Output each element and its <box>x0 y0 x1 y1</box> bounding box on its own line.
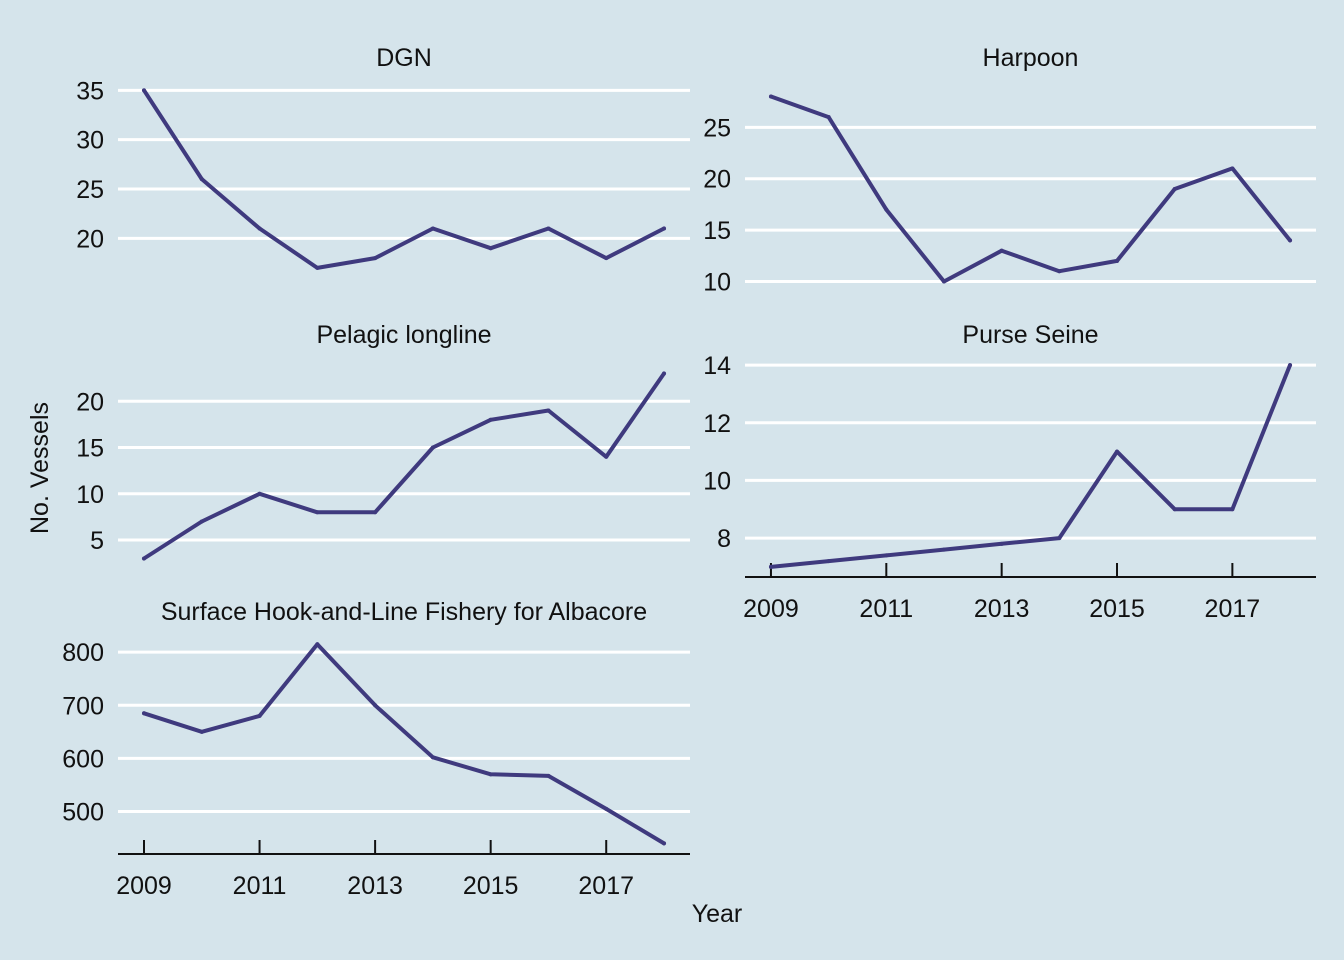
data-point <box>1115 449 1120 454</box>
data-point <box>373 256 378 261</box>
x-tick-label: 2011 <box>859 595 913 623</box>
y-tick-label: 10 <box>703 467 731 495</box>
data-point <box>257 713 262 718</box>
data-point <box>999 248 1004 253</box>
data-point <box>142 711 146 716</box>
y-tick-label: 20 <box>703 166 731 194</box>
y-tick-label: 20 <box>76 388 104 416</box>
data-point <box>199 519 204 524</box>
y-tick-label: 25 <box>703 114 731 142</box>
data-point <box>430 445 435 450</box>
y-tick-label: 15 <box>76 435 104 463</box>
panel-title: Surface Hook-and-Line Fishery for Albaco… <box>161 598 647 626</box>
data-point <box>999 541 1004 546</box>
panel-title: Pelagic longline <box>316 321 491 349</box>
data-point <box>546 773 551 778</box>
data-point <box>1288 238 1293 243</box>
y-axis-title: No. Vessels <box>26 402 54 534</box>
panel-5: 500 600 700 800 Surface Hook-and-Line Fisher… <box>62 598 690 900</box>
y-tick-label: 12 <box>703 410 731 438</box>
data-point <box>315 510 320 515</box>
data-point <box>315 642 320 647</box>
data-point <box>488 772 493 777</box>
data-point <box>826 115 831 120</box>
data-point <box>941 547 946 552</box>
series-line <box>142 88 666 270</box>
data-point <box>142 556 146 561</box>
data-point <box>546 408 551 413</box>
data-point <box>1230 166 1235 171</box>
panel-1: 20 25 30 35 DGN <box>76 44 690 270</box>
data-point <box>1057 269 1062 274</box>
y-tick-label: 8 <box>717 525 731 553</box>
y-tick-label: 10 <box>76 481 104 509</box>
x-tick-label: 2013 <box>347 872 403 900</box>
y-tick-label: 14 <box>703 352 731 380</box>
x-axis-title: Year <box>692 900 743 928</box>
data-point <box>488 417 493 422</box>
data-point <box>884 553 889 558</box>
data-point <box>604 256 609 261</box>
data-point <box>604 806 609 811</box>
data-point <box>884 207 889 212</box>
y-tick-label: 30 <box>76 127 104 155</box>
data-point <box>546 226 551 231</box>
data-point <box>826 559 831 564</box>
x-tick-label: 2013 <box>974 595 1030 623</box>
data-point <box>1115 258 1120 263</box>
panel-2: 10 15 20 25 Harpoon <box>703 44 1316 297</box>
series-line <box>769 94 1292 284</box>
x-tick-label: 2009 <box>116 872 172 900</box>
panel-3: 5 10 15 20 Pelagic longline <box>76 321 690 561</box>
panel-title: DGN <box>376 44 432 72</box>
data-point <box>199 729 204 734</box>
y-tick-label: 500 <box>62 799 104 827</box>
y-tick-label: 5 <box>90 527 104 555</box>
data-point <box>199 177 204 182</box>
y-tick-label: 800 <box>62 639 104 667</box>
y-tick-label: 35 <box>76 77 104 105</box>
y-tick-label: 600 <box>62 745 104 773</box>
x-tick-label: 2017 <box>578 872 634 900</box>
data-point <box>768 564 773 569</box>
y-tick-label: 20 <box>76 225 104 253</box>
data-point <box>662 841 666 846</box>
series-line <box>142 642 666 846</box>
y-tick-label: 15 <box>703 217 731 245</box>
x-tick-label: 2017 <box>1205 595 1261 623</box>
y-tick-label: 10 <box>703 269 731 297</box>
data-point <box>941 279 946 284</box>
data-point <box>430 755 435 760</box>
data-point <box>373 510 378 515</box>
panel-title: Purse Seine <box>962 321 1098 349</box>
data-point <box>430 226 435 231</box>
series-line <box>769 363 1292 569</box>
data-point <box>257 491 262 496</box>
data-point <box>604 454 609 459</box>
data-point <box>662 371 666 376</box>
x-tick-label: 2015 <box>1089 595 1145 623</box>
data-point <box>142 88 146 93</box>
data-point <box>1288 363 1293 368</box>
x-tick-label: 2011 <box>233 872 287 900</box>
x-tick-label: 2015 <box>463 872 519 900</box>
y-tick-label: 25 <box>76 176 104 204</box>
data-point <box>1057 536 1062 541</box>
panel-4: 8 10 12 14 Purse Seine 2009 2011 2013 2015 2017 <box>703 321 1316 623</box>
data-point <box>768 94 773 99</box>
data-point <box>373 703 378 708</box>
data-point <box>1172 507 1177 512</box>
data-point <box>1172 187 1177 191</box>
x-tick-label: 2009 <box>743 595 799 623</box>
data-point <box>662 226 666 231</box>
series-line <box>142 371 666 561</box>
y-tick-label: 700 <box>62 692 104 720</box>
data-point <box>315 265 320 270</box>
data-point <box>488 246 493 251</box>
panel-title: Harpoon <box>983 44 1079 72</box>
data-point <box>1230 507 1235 512</box>
data-point <box>257 226 262 231</box>
